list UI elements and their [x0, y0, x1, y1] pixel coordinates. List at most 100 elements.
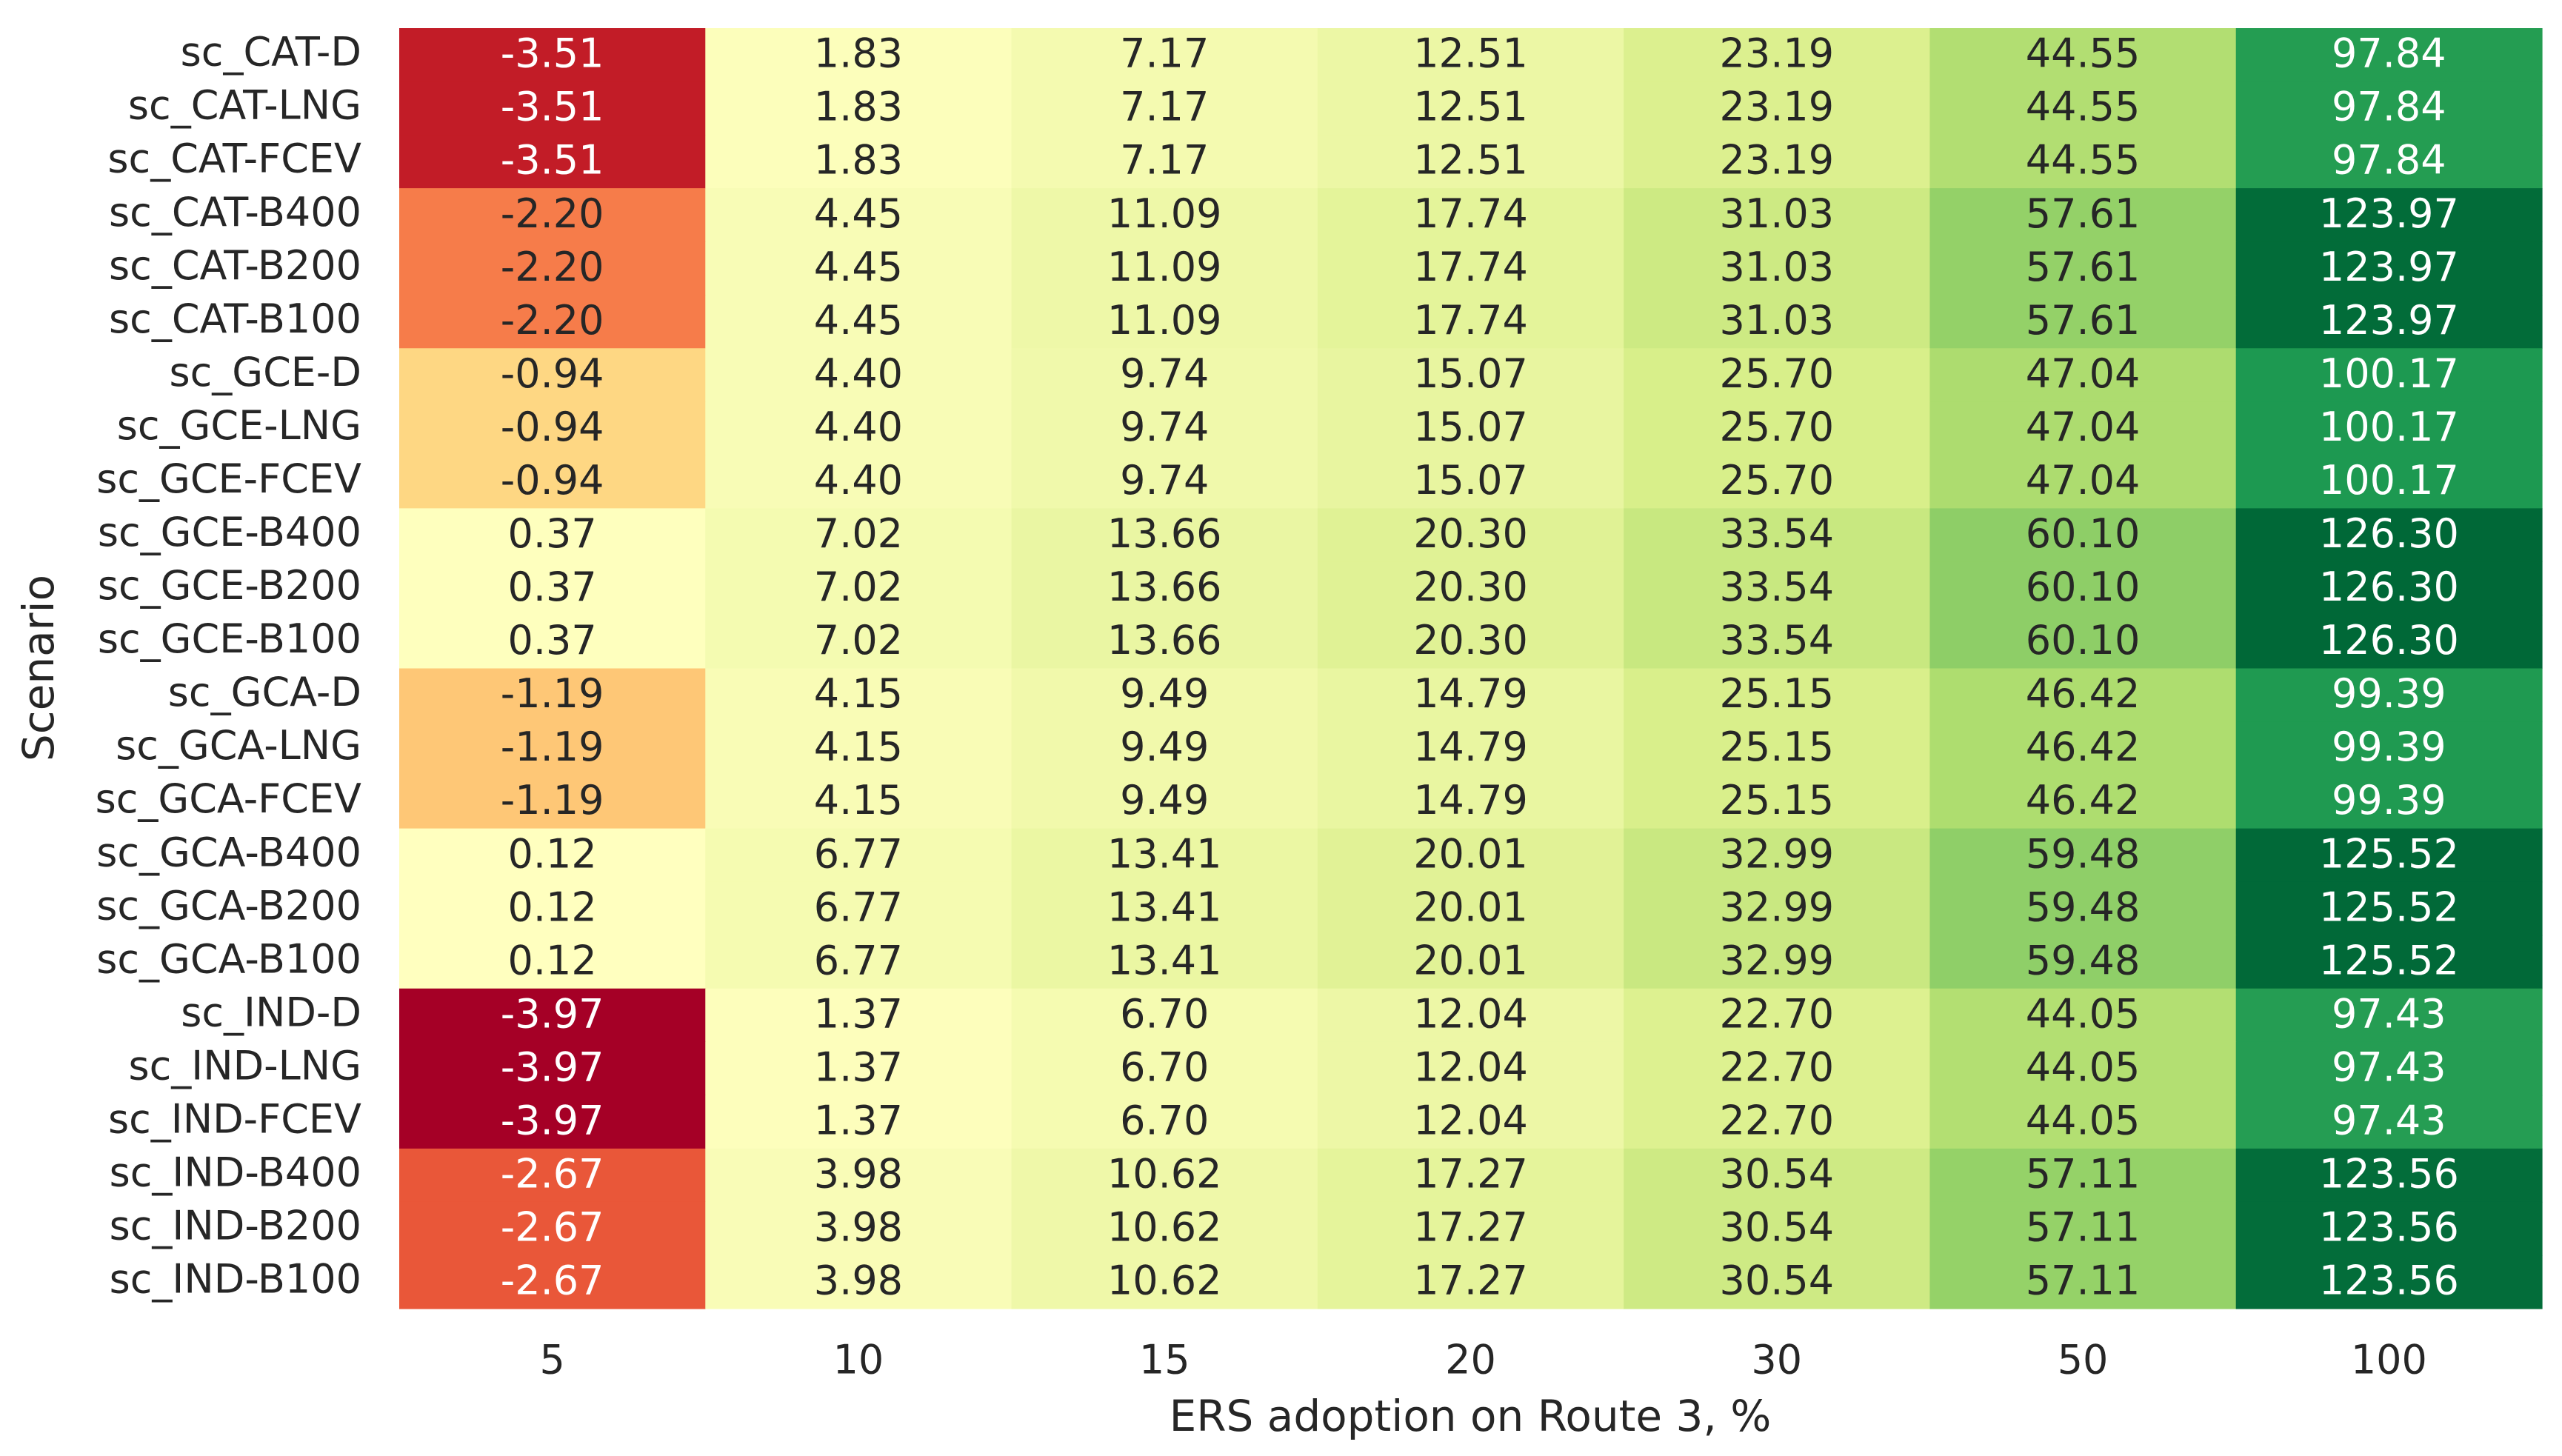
cell-label: 17.27	[1413, 1151, 1528, 1198]
heatmap-cell	[705, 881, 1013, 936]
cell-label: 1.83	[814, 137, 903, 184]
heatmap-cell	[2235, 721, 2543, 776]
cell-label: 23.19	[1719, 137, 1834, 184]
heatmap-cell	[399, 1041, 706, 1096]
heatmap-cell	[1317, 668, 1624, 723]
cell-label: 0.37	[508, 617, 597, 664]
y-tick-label: sc_GCA-B100	[96, 935, 361, 982]
heatmap-cell	[1317, 561, 1624, 616]
heatmap-cell	[2235, 1255, 2543, 1309]
heatmap-cell	[1624, 1201, 1931, 1256]
heatmap-cell	[1624, 1095, 1931, 1149]
cell-label: 7.02	[814, 510, 903, 557]
cell-label: 57.11	[2026, 1204, 2141, 1251]
y-tick-label: sc_CAT-D	[181, 29, 361, 76]
y-tick-label: sc_GCE-B200	[98, 562, 361, 609]
cell-label: 47.04	[2026, 404, 2141, 450]
heatmap-cell	[2235, 241, 2543, 295]
cell-label: -1.19	[501, 724, 604, 770]
cell-label: -3.97	[501, 1097, 604, 1143]
heatmap-cell	[399, 1201, 706, 1256]
cell-label: 31.03	[1719, 244, 1834, 290]
heatmap-cell	[399, 241, 706, 295]
y-tick-label: sc_CAT-B400	[109, 189, 361, 236]
heatmap-cell	[1929, 561, 2237, 616]
heatmap-cell	[1929, 1095, 2237, 1149]
heatmap-cell	[1929, 1148, 2237, 1203]
heatmap-cell	[1624, 668, 1931, 723]
heatmap-cell	[2235, 135, 2543, 189]
cell-label: 4.45	[814, 190, 903, 237]
heatmap-cell	[705, 188, 1013, 242]
cell-label: 22.70	[1719, 1043, 1834, 1090]
heatmap-cell	[1624, 401, 1931, 455]
heatmap-cell	[1624, 188, 1931, 242]
heatmap-cell	[1011, 455, 1318, 509]
cell-label: 60.10	[2026, 564, 2141, 610]
heatmap-cell	[1011, 135, 1318, 189]
heatmap-cell	[1011, 1148, 1318, 1203]
heatmap-cell	[705, 401, 1013, 455]
cell-label: 6.70	[1120, 1043, 1209, 1090]
cell-label: -3.51	[501, 30, 604, 77]
y-tick-label: sc_IND-FCEV	[108, 1095, 361, 1142]
cell-label: 44.05	[2026, 1043, 2141, 1090]
cell-label: 10.62	[1107, 1258, 1222, 1304]
heatmap-cell	[399, 775, 706, 829]
x-tick-label: 50	[2058, 1337, 2109, 1383]
cell-label: 0.12	[508, 937, 597, 984]
heatmap-cell	[705, 721, 1013, 776]
heatmap-cell	[399, 935, 706, 989]
heatmap-cell	[2235, 668, 2543, 723]
cell-label: 44.55	[2026, 137, 2141, 184]
heatmap-cell	[1624, 561, 1931, 616]
heatmap-cell	[399, 1255, 706, 1309]
y-tick-label: sc_IND-B400	[110, 1149, 361, 1196]
cell-label: 99.39	[2332, 777, 2446, 824]
heatmap-cell	[705, 1041, 1013, 1096]
heatmap-cell	[1624, 508, 1931, 563]
cell-label: 12.51	[1413, 84, 1528, 130]
heatmap-cell	[1011, 561, 1318, 616]
y-tick-label: sc_IND-B100	[110, 1256, 361, 1303]
cell-label: 13.41	[1107, 937, 1222, 984]
cell-label: 25.70	[1719, 457, 1834, 504]
cell-label: 46.42	[2026, 670, 2141, 717]
heatmap-cell	[1317, 1255, 1624, 1309]
cell-label: 123.56	[2319, 1204, 2459, 1251]
cell-label: 59.48	[2026, 884, 2141, 930]
cell-label: -2.20	[501, 297, 604, 344]
cell-label: 3.98	[814, 1258, 903, 1304]
heatmap-cell	[399, 561, 706, 616]
heatmap-cell	[1011, 775, 1318, 829]
cell-label: 7.17	[1120, 84, 1209, 130]
cell-label: -3.51	[501, 137, 604, 184]
cell-label: 6.77	[814, 884, 903, 930]
heatmap-cell	[2235, 1201, 2543, 1256]
heatmap-cell	[705, 775, 1013, 829]
heatmap-cell	[1929, 295, 2237, 349]
cell-label: 57.61	[2026, 297, 2141, 344]
heatmap-cell	[1317, 881, 1624, 936]
heatmap-cell	[399, 615, 706, 669]
heatmap-cell	[399, 1148, 706, 1203]
heatmap-cell	[1317, 721, 1624, 776]
heatmap-cell	[1011, 1041, 1318, 1096]
cell-label: 17.27	[1413, 1258, 1528, 1304]
heatmap-cell	[2235, 881, 2543, 936]
y-tick-label: sc_GCE-D	[169, 349, 361, 395]
x-tick-label: 20	[1445, 1337, 1496, 1383]
cell-label: 7.02	[814, 617, 903, 664]
heatmap-cell	[705, 135, 1013, 189]
cell-label: 97.43	[2332, 1043, 2446, 1090]
cell-label: 15.07	[1413, 457, 1528, 504]
cell-label: 1.83	[814, 84, 903, 130]
cell-label: 10.62	[1107, 1151, 1222, 1198]
heatmap-cell	[399, 401, 706, 455]
cell-label: 10.62	[1107, 1204, 1222, 1251]
heatmap-cell	[1317, 935, 1624, 989]
heatmap-cell	[705, 828, 1013, 883]
cell-label: 30.54	[1719, 1204, 1834, 1251]
cell-label: 17.74	[1413, 190, 1528, 237]
y-tick-label: sc_CAT-B100	[109, 295, 361, 342]
